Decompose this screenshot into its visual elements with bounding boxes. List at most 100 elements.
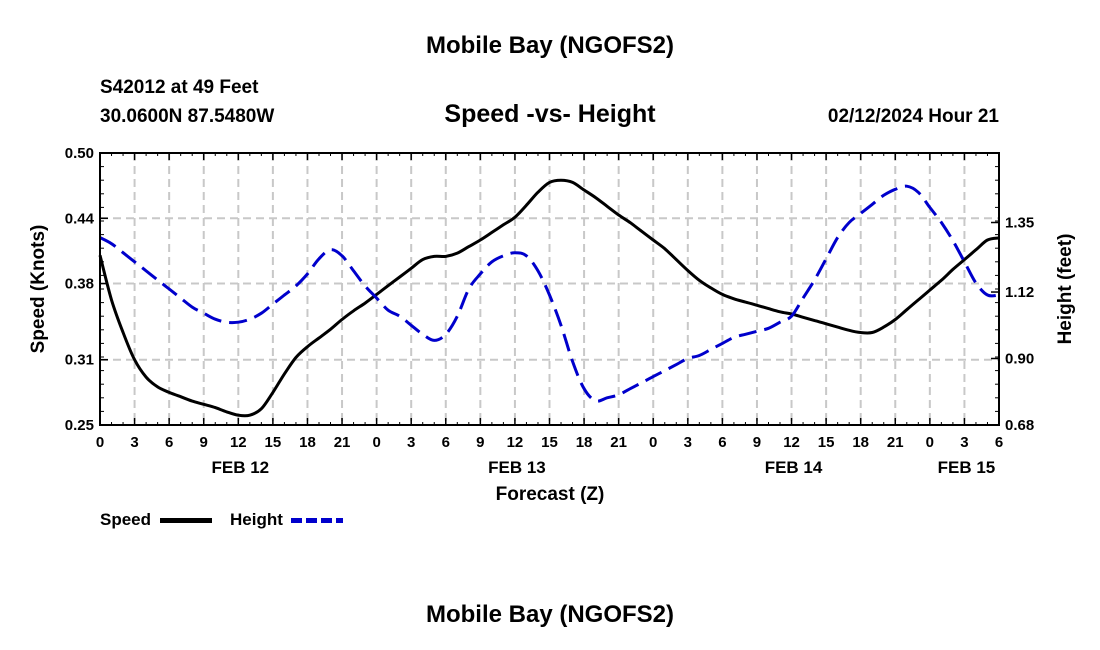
height-data-point [802, 297, 804, 299]
height-data-point [825, 258, 827, 260]
speed-data-point [745, 301, 747, 303]
x-tick-label: 9 [753, 434, 761, 451]
y2-tick-label: 1.35 [1005, 215, 1034, 232]
height-data-point [433, 340, 435, 342]
speed-data-point [687, 270, 689, 272]
series-group [98, 178, 1000, 418]
height-data-point [629, 388, 631, 390]
speed-data-point [145, 376, 147, 378]
speed-data-point [376, 294, 378, 296]
y-tick-label: 0.44 [65, 210, 95, 227]
y-tick-label: 0.38 [65, 276, 94, 293]
speed-series-line [98, 178, 1000, 418]
footer-title: Mobile Bay (NGOFS2) [425, 601, 675, 628]
x-tick-label: 18 [576, 434, 593, 451]
x-tick-label: 15 [818, 434, 835, 451]
speed-data-point [733, 298, 735, 300]
height-data-point [814, 279, 816, 281]
height-data-point [537, 270, 539, 272]
height-data-point [157, 279, 159, 281]
speed-data-point [203, 404, 205, 406]
speed-data-point [261, 408, 263, 410]
forecast-timestamp: 02/12/2024 Hour 21 [827, 106, 999, 127]
height-data-point [468, 288, 470, 290]
legend-height-label: Height [230, 510, 283, 529]
height-data-point [606, 397, 608, 399]
speed-data-point [503, 224, 505, 226]
speed-data-point [433, 256, 435, 258]
x-axis-title: Forecast (Z) [496, 484, 605, 505]
height-data-point [941, 222, 943, 224]
height-data-point [226, 321, 228, 323]
x-tick-label: 0 [926, 434, 934, 451]
height-data-point [457, 315, 459, 317]
height-data-point [215, 318, 217, 320]
height-data-point [710, 349, 712, 351]
speed-data-point [249, 414, 251, 416]
height-series-line [99, 184, 1000, 403]
speed-data-point [238, 414, 240, 416]
x-tick-label: 18 [852, 434, 869, 451]
height-data-point [480, 273, 482, 275]
height-data-point [353, 270, 355, 272]
x-tick-label: 3 [684, 434, 692, 451]
x-tick-label: 6 [165, 434, 173, 451]
speed-data-point [457, 252, 459, 254]
height-data-point [722, 343, 724, 345]
y2-tick-label: 0.90 [1005, 351, 1034, 368]
height-data-point [168, 288, 170, 290]
speed-data-point [987, 239, 989, 241]
speed-data-point [122, 332, 124, 334]
speed-data-point [825, 323, 827, 325]
height-data-point [249, 318, 251, 320]
speed-data-point [641, 231, 643, 233]
speed-data-point [676, 259, 678, 261]
x-tick-label: 0 [649, 434, 657, 451]
height-data-point [768, 328, 770, 330]
height-data-point [964, 261, 966, 263]
height-data-point [975, 282, 977, 284]
height-data-point [526, 255, 528, 257]
speed-data-point [722, 294, 724, 296]
speed-data-point [952, 269, 954, 271]
height-data-point [399, 315, 401, 317]
height-data-point [341, 255, 343, 257]
date-label: FEB 12 [211, 458, 269, 477]
speed-data-point [180, 396, 182, 398]
speed-data-point [906, 309, 908, 311]
speed-data-point [629, 222, 631, 224]
y-axis-title: Speed (Knots) [28, 225, 49, 354]
speed-data-point [664, 248, 666, 250]
x-tick-label: 21 [610, 434, 627, 451]
speed-data-point [353, 310, 355, 312]
height-data-point [364, 285, 366, 287]
height-data-point [410, 325, 412, 327]
height-data-point [952, 240, 954, 242]
speed-data-point [226, 411, 228, 413]
height-data-point [895, 189, 897, 191]
height-data-point [779, 321, 781, 323]
speed-data-point [860, 332, 862, 334]
height-data-point [791, 315, 793, 317]
height-data-point [376, 297, 378, 299]
speed-data-point [215, 407, 217, 409]
x-tick-label: 12 [230, 434, 247, 451]
height-data-point [618, 394, 620, 396]
speed-data-point [699, 280, 701, 282]
height-data-point [145, 270, 147, 272]
x-tick-label: 18 [299, 434, 316, 451]
y-tick-label: 0.25 [65, 417, 94, 434]
height-data-point [687, 358, 689, 360]
legend-height-swatch [291, 518, 343, 523]
x-tick-label: 3 [407, 434, 415, 451]
y2-tick-label: 1.12 [1005, 284, 1034, 301]
speed-data-point [929, 289, 931, 291]
speed-data-point [779, 311, 781, 313]
speed-data-point [560, 179, 562, 181]
height-data-point [918, 192, 920, 194]
x-tick-label: 15 [541, 434, 558, 451]
date-label: FEB 15 [938, 458, 996, 477]
x-tick-label: 0 [96, 434, 104, 451]
speed-data-point [422, 259, 424, 261]
speed-data-point [341, 319, 343, 321]
